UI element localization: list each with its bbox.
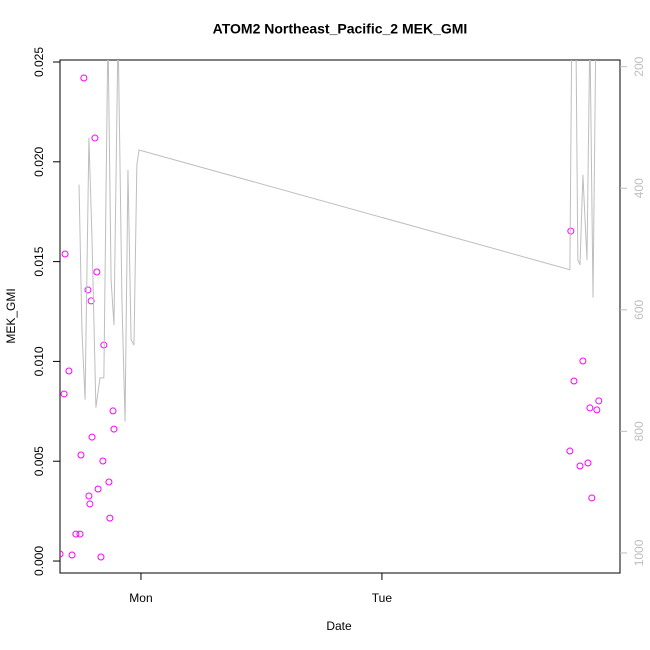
data-point (586, 404, 594, 412)
data-point (566, 447, 574, 455)
data-point (593, 406, 601, 414)
data-point (91, 134, 99, 142)
data-point (570, 377, 578, 385)
y2-tick-label: 1000 (632, 539, 646, 566)
y2-tick-label: 800 (632, 421, 646, 441)
data-point (99, 457, 107, 465)
data-point (72, 530, 80, 538)
y-tick-label: 0.010 (32, 346, 46, 376)
data-point (60, 550, 64, 558)
y2-tick-label: 400 (632, 178, 646, 198)
data-point (88, 433, 96, 441)
data-point (86, 500, 94, 508)
y-tick-label: 0.020 (32, 146, 46, 176)
data-point (68, 551, 76, 559)
y2-tick-label: 200 (632, 56, 646, 76)
data-point (588, 494, 596, 502)
data-point (84, 286, 92, 294)
y-tick-label: 0.015 (32, 246, 46, 276)
y-tick-label: 0.025 (32, 47, 46, 77)
data-point (106, 514, 114, 522)
data-point (77, 451, 85, 459)
data-point (105, 478, 113, 486)
data-point (80, 74, 88, 82)
data-point (60, 390, 68, 398)
data-point (61, 250, 69, 258)
data-point (85, 492, 93, 500)
y-axis-label: MEK_GMI (4, 288, 18, 343)
data-point (576, 462, 584, 470)
data-point (87, 297, 95, 305)
data-point (53, 287, 59, 293)
data-point (93, 268, 101, 276)
y-tick-label: 0.005 (32, 446, 46, 476)
data-point (584, 459, 592, 467)
data-point (76, 530, 84, 538)
plot-frame (59, 59, 621, 574)
data-point (579, 357, 587, 365)
data-line (78, 60, 597, 422)
plot-area (53, 60, 603, 561)
data-point (567, 227, 575, 235)
y-tick-label: 0.000 (32, 546, 46, 576)
chart-title: ATOM2 Northeast_Pacific_2 MEK_GMI (213, 21, 468, 37)
data-point (97, 553, 105, 561)
x-tick-label: Mon (129, 591, 152, 605)
data-point (595, 397, 603, 405)
data-point (53, 475, 59, 481)
x-tick-label: Tue (372, 591, 393, 605)
y2-tick-label: 600 (632, 299, 646, 319)
data-point (65, 367, 73, 375)
data-point (110, 425, 118, 433)
x-axis-label: Date (326, 619, 352, 633)
data-point (94, 485, 102, 493)
data-point (109, 407, 117, 415)
